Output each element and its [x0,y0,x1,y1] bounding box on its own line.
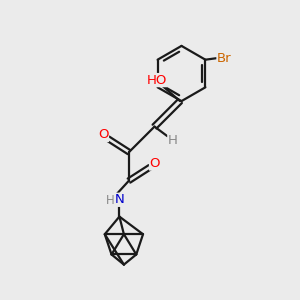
Text: HO: HO [147,74,167,87]
Text: O: O [150,157,160,170]
Text: N: N [115,193,124,206]
Text: O: O [98,128,109,142]
Text: H: H [106,194,115,207]
Text: H: H [168,134,178,148]
Text: Br: Br [217,52,232,65]
